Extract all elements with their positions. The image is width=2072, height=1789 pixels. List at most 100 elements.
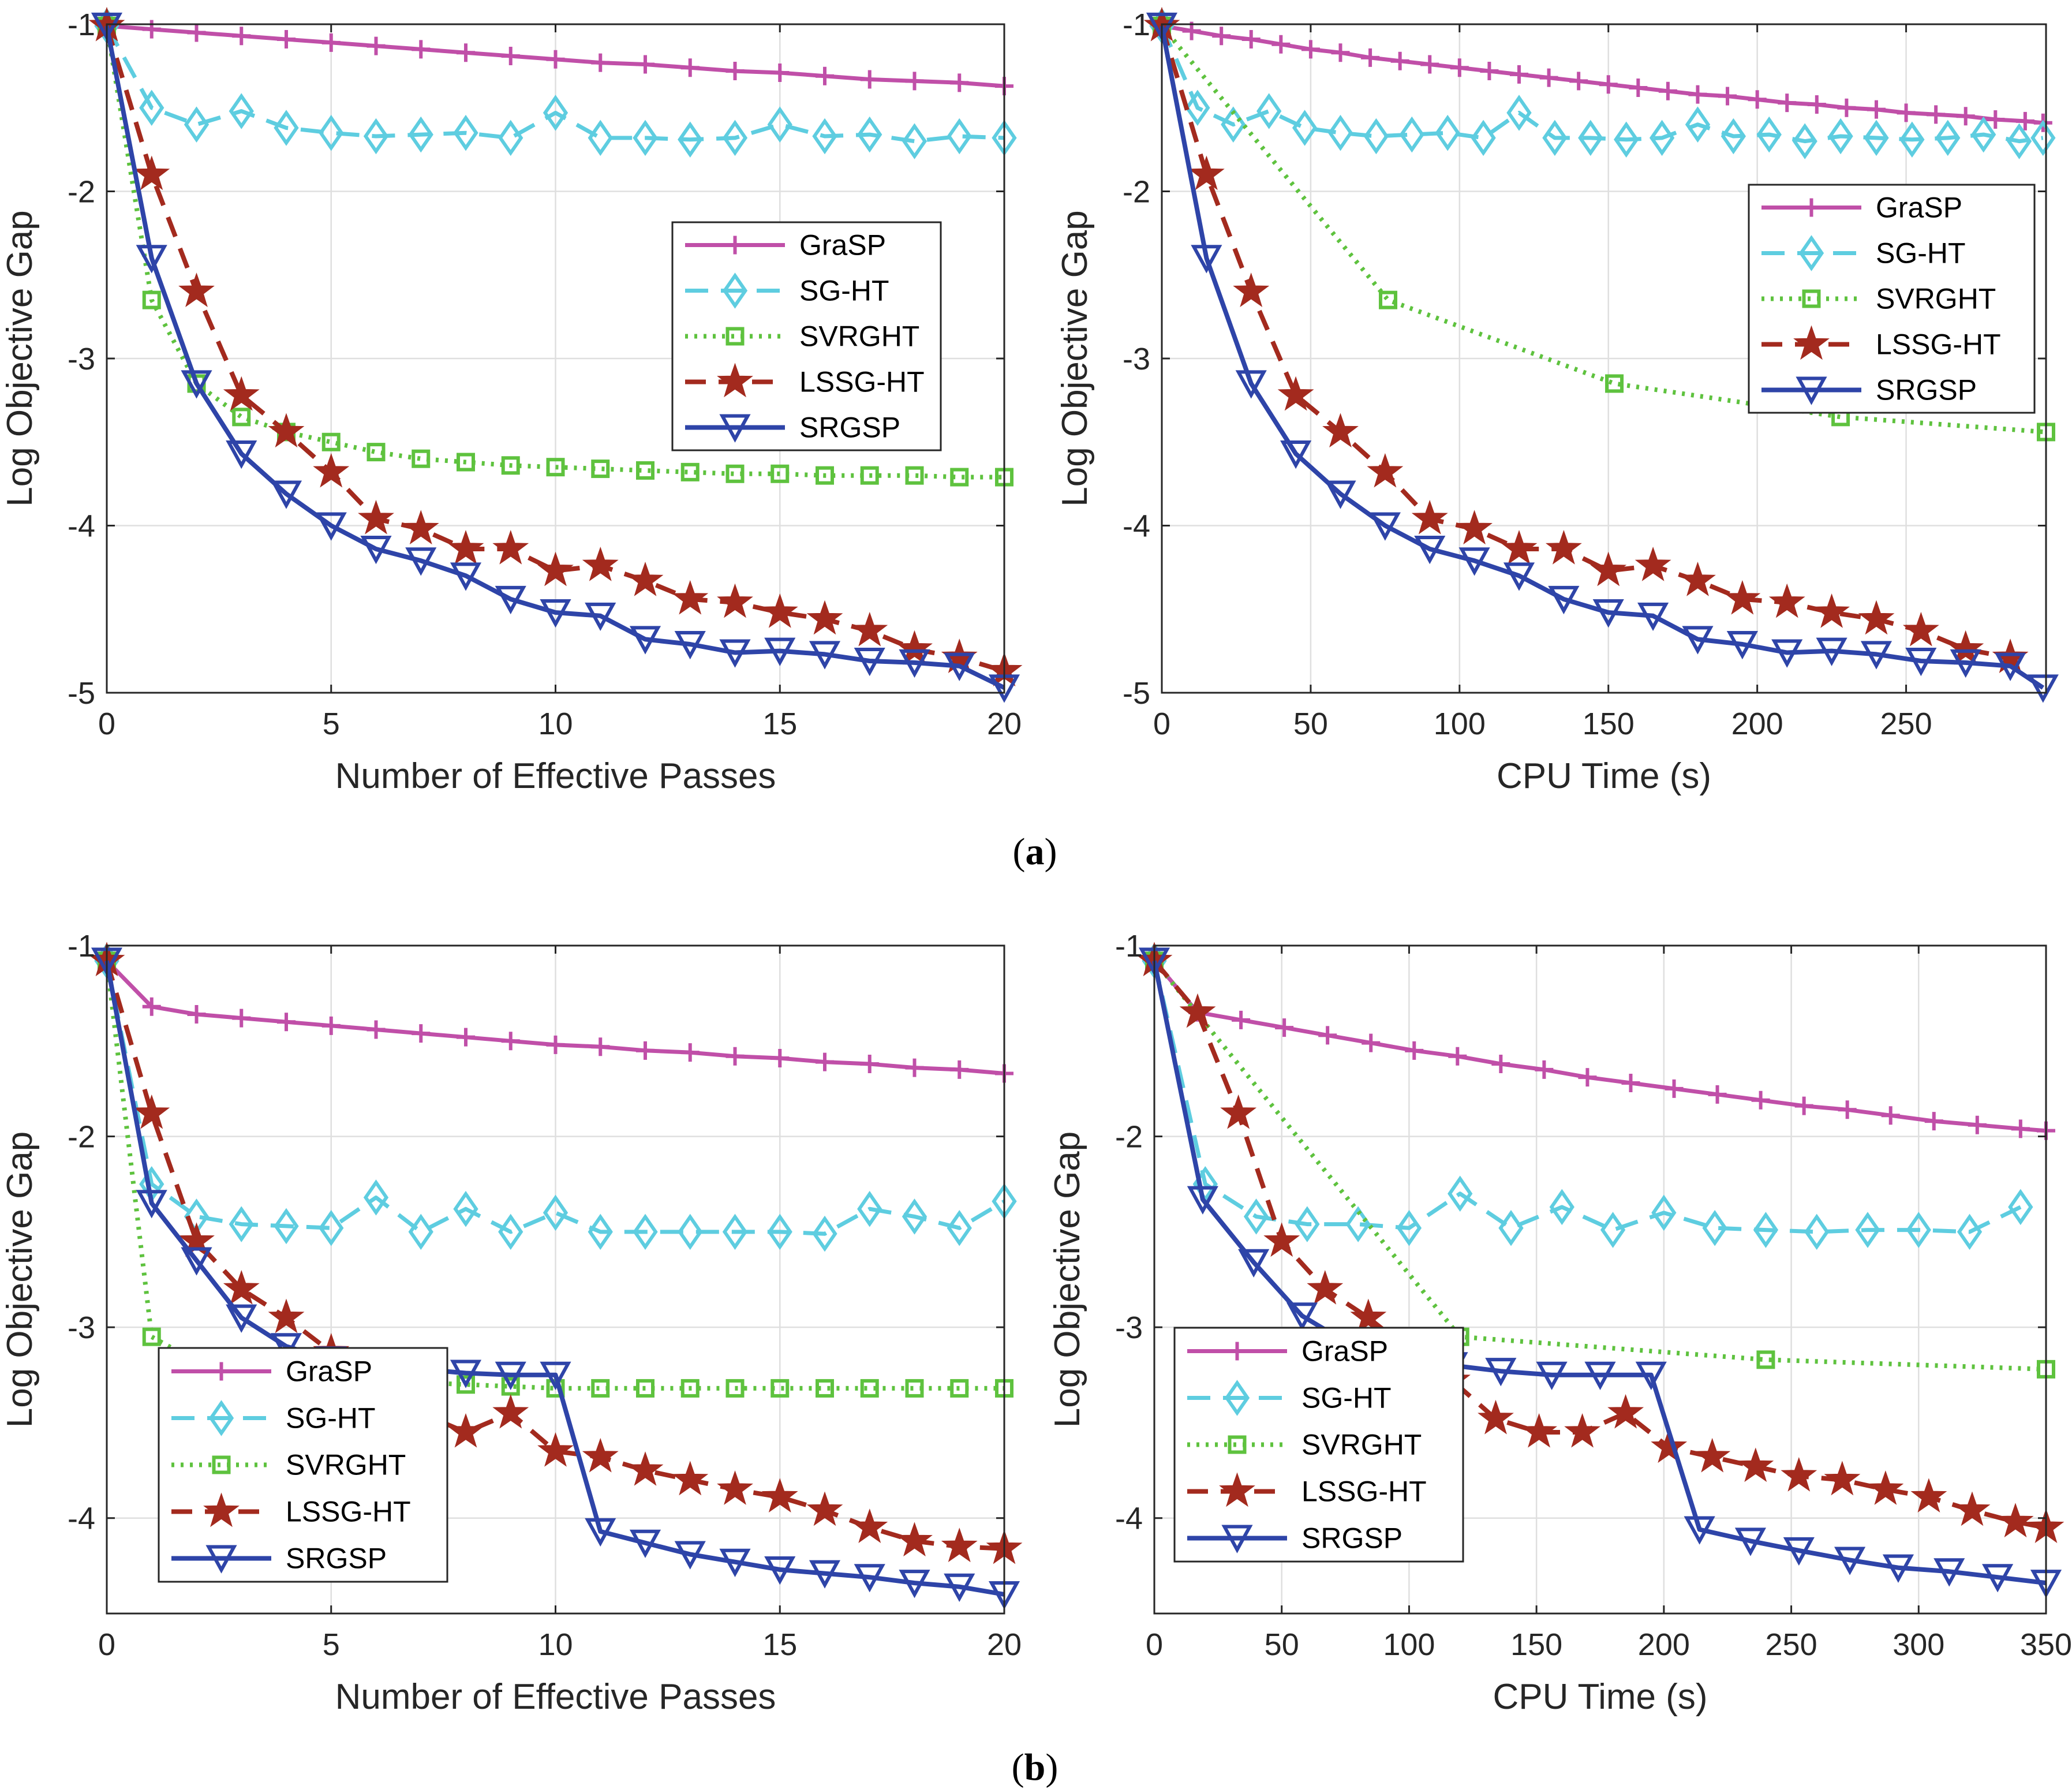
legend-label-svrght: SVRGHT [1876, 283, 1996, 315]
x-tick-label: 0 [98, 1627, 115, 1662]
data-point-sg-ht [184, 106, 210, 143]
data-point-grasp [1509, 65, 1528, 84]
y-tick-label: -4 [1115, 1502, 1143, 1536]
data-point-sg-ht [1498, 1209, 1524, 1246]
y-tick-label: -3 [68, 1310, 95, 1345]
data-point-sg-ht [2006, 123, 2032, 159]
data-point-sg-ht [947, 1209, 972, 1246]
data-point-srgsp [1146, 12, 1178, 42]
data-point-sg-ht [857, 1190, 882, 1227]
axes-box [1153, 944, 2047, 1615]
data-point-srgsp [1637, 602, 1669, 632]
legend-label-srgsp: SRGSP [286, 1543, 387, 1575]
data-point-srgsp [1187, 1186, 1218, 1215]
data-point-srgsp [1684, 1516, 1715, 1545]
data-point-lssg-ht [178, 272, 215, 307]
data-point-grasp [366, 1020, 386, 1039]
data-point-grasp [1621, 1074, 1640, 1093]
y-tick-label: -5 [1123, 676, 1150, 711]
series-line-srgsp [1152, 960, 2047, 1586]
data-point-sg-ht [812, 118, 837, 155]
data-point-sg-ht [633, 119, 658, 156]
data-point-sg-ht [588, 119, 613, 156]
data-point-srgsp [629, 1529, 661, 1558]
data-point-lssg-ht [1824, 1461, 1861, 1496]
data-point-lssg-ht [896, 630, 933, 665]
y-tick-label: -3 [68, 342, 95, 376]
legend-marker-srgsp [1796, 376, 1827, 405]
data-point-svrght [366, 443, 386, 462]
data-point-lssg-ht [851, 611, 888, 647]
data-point-lssg-ht [672, 580, 709, 615]
y-tick-label: -1 [1123, 8, 1150, 42]
data-point-lssg-ht [1478, 1399, 1514, 1435]
data-point-grasp [546, 50, 565, 69]
data-point-lssg-ht [1781, 1456, 1817, 1492]
data-point-srgsp [1734, 1527, 1767, 1556]
data-point-lssg-ht [1188, 155, 1225, 191]
data-point-sg-ht [1756, 116, 1782, 153]
data-point-grasp [1301, 40, 1320, 59]
x-tick-label: 0 [98, 707, 115, 741]
data-point-svrght [546, 458, 565, 477]
legend-marker-svrght [1228, 1435, 1247, 1454]
data-point-lssg-ht [582, 546, 619, 581]
y-tick-label: -4 [68, 509, 95, 544]
data-point-srgsp [629, 626, 661, 655]
data-point-lssg-ht [133, 1094, 170, 1129]
data-point-srgsp [315, 512, 347, 541]
data-point-grasp [1867, 100, 1886, 119]
data-point-svrght [1605, 374, 1624, 393]
data-point-lssg-ht [627, 561, 664, 596]
data-point-sg-ht [1935, 119, 1961, 156]
data-point-lssg-ht [1954, 1491, 1991, 1526]
data-point-svrght [636, 461, 654, 480]
data-point-srgsp [1726, 631, 1758, 660]
series-line-sg-ht [1160, 25, 2044, 144]
data-point-lssg-ht [492, 529, 529, 565]
legend-label-sg-ht: SG-HT [286, 1402, 376, 1435]
data-point-lssg-ht [1350, 1298, 1387, 1334]
data-point-lssg-ht [851, 1508, 888, 1543]
data-point-lssg-ht [537, 1432, 574, 1467]
data-point-sg-ht [1804, 1213, 1830, 1250]
data-point-grasp [2015, 111, 2034, 130]
data-point-srgsp [1834, 1547, 1866, 1575]
data-point-sg-ht [498, 119, 523, 156]
series-line-srgsp [104, 25, 1005, 690]
data-point-lssg-ht [717, 583, 753, 618]
legend-label-srgsp: SRGSP [1876, 374, 1977, 406]
x-tick-label: 250 [1766, 1627, 1817, 1662]
y-tick-label: -2 [68, 1120, 95, 1155]
data-point-grasp [187, 23, 206, 42]
data-point-svrght [457, 453, 475, 472]
x-tick-label: 100 [1434, 707, 1486, 741]
data-point-sg-ht [767, 106, 792, 143]
data-point-grasp [1569, 72, 1588, 91]
y-tick-label: -5 [68, 676, 95, 711]
data-point-svrght [771, 464, 790, 483]
legend-marker-srgsp [205, 1545, 237, 1574]
data-point-svrght [591, 1379, 610, 1398]
legend-marker-grasp [1228, 1342, 1247, 1361]
data-point-grasp [546, 1035, 565, 1054]
data-point-sg-ht [319, 114, 344, 151]
chart-a-right: 0 50 100 150 200 250 -1 -2 -3 -4 -5 CPU Time (s) Log… [1055, 6, 2059, 796]
data-point-svrght [725, 464, 745, 483]
chart-b-right: 0 50 100 150 200 250 300 350 -1 -2 -3 -4 CPU Time (s… [1048, 929, 2072, 1717]
series-line-svrght [1152, 959, 2047, 1372]
data-point-lssg-ht [268, 1298, 305, 1334]
data-point-grasp [142, 997, 161, 1016]
data-point-svrght [457, 1375, 475, 1394]
series-line-sg-ht [104, 960, 1005, 1236]
x-tick-label: 10 [538, 1627, 573, 1662]
data-point-lssg-ht [1724, 580, 1761, 615]
data-point-grasp [232, 1009, 251, 1028]
x-axis-title: CPU Time (s) [1493, 1677, 1708, 1717]
data-point-sg-ht [1649, 119, 1675, 156]
legend-marker-svrght [725, 327, 745, 346]
data-point-sg-ht [1471, 119, 1496, 156]
data-point-lssg-ht [133, 155, 170, 191]
data-point-grasp [1778, 94, 1797, 113]
data-point-sg-ht [902, 1198, 927, 1235]
